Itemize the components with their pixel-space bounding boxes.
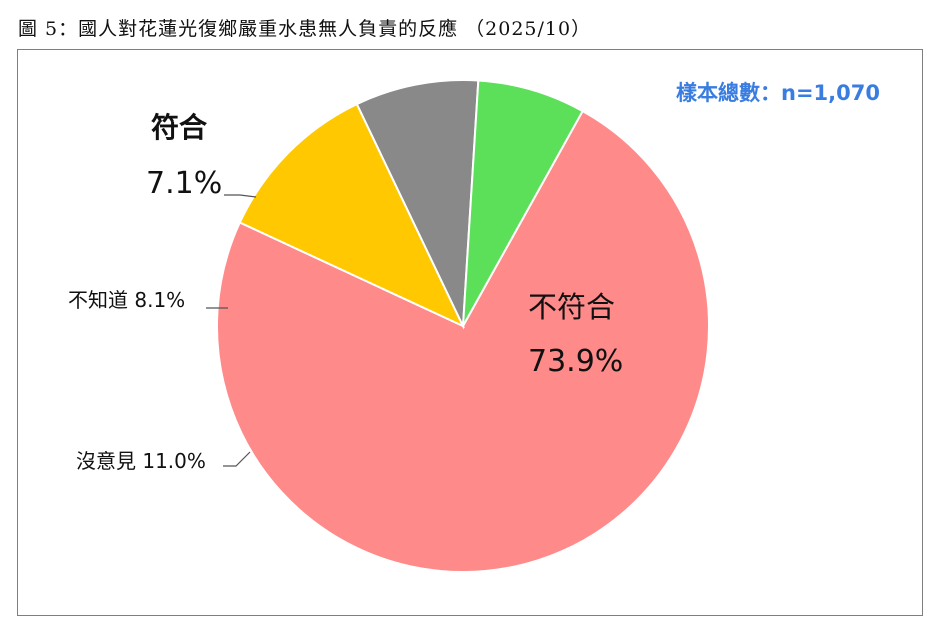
leader-line-meiyijian [223, 451, 251, 467]
sample-size-label: 樣本總數：n=1,070 [676, 81, 880, 105]
label-buhefu-name: 不符合 [528, 290, 616, 324]
figure-caption: 圖 5：國人對花蓮光復鄉嚴重水患無人負責的反應 （2025/10） [18, 18, 592, 40]
label-meiyijian-name: 沒意見 [76, 449, 136, 473]
label-buzhidao: 不知道 8.1% [68, 290, 185, 310]
label-buzhidao-name: 不知道 [68, 288, 128, 312]
pie-slice-fuhe [462, 79, 585, 327]
pie-slice-buhefu [216, 109, 710, 574]
pie-slice-meiyijian [238, 102, 466, 329]
label-fuhe-value: 7.1% [146, 166, 223, 201]
label-meiyijian: 沒意見 11.0% [76, 451, 206, 471]
label-fuhe-name: 符合 [151, 111, 208, 144]
label-meiyijian-value: 11.0% [142, 449, 206, 473]
label-buhefu-value: 73.9% [528, 344, 624, 379]
pie-chart [206, 79, 710, 574]
label-buzhidao-value: 8.1% [134, 288, 186, 312]
leader-line-fuhe [224, 194, 257, 198]
pie-slice-buzhidao [355, 79, 480, 330]
chart-frame: 樣本總數：n=1,070 不符合 73.9% 符合 7.1% 不知道 8.1% … [17, 49, 923, 616]
